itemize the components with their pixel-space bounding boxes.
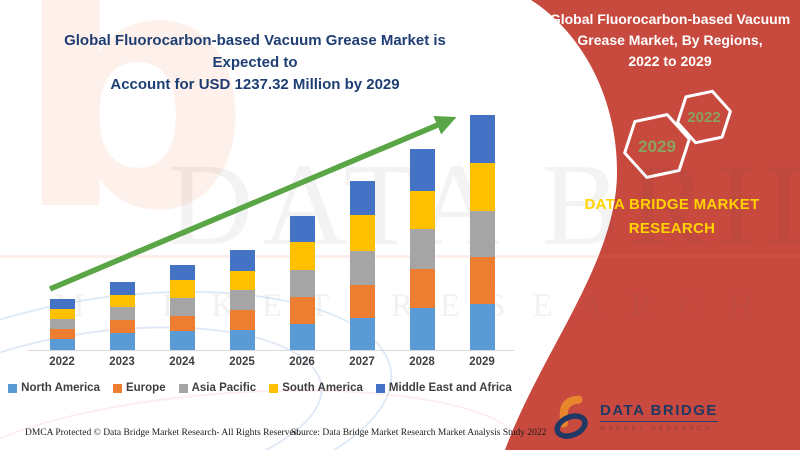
legend-item-south-america: South America [269,382,363,394]
bar-segment-2027-europe [349,284,375,319]
legend-item-middle-east-and-africa: Middle East and Africa [375,382,512,394]
legend-item-europe: Europe [112,382,166,394]
bar-segment-2023-north-america [109,332,135,350]
x-axis-line [28,350,514,351]
x-tick-2025: 2025 [229,356,255,368]
x-tick-2029: 2029 [469,356,495,368]
bar-segment-2029-south-america [469,162,495,211]
bar-2026 [289,215,315,350]
logo-text-block: DATA BRIDGE MARKET RESEARCH [600,402,718,432]
panel-title: Global Fluorocarbon-based Vacuum Grease … [545,9,795,72]
bar-2024 [169,265,195,350]
x-tick-2023: 2023 [109,356,135,368]
bar-segment-2023-south-america [109,294,135,308]
logo-name: DATA BRIDGE [600,402,718,422]
bar-segment-2024-middle-east-and-africa [169,265,195,281]
bar-segment-2027-north-america [349,318,375,350]
brand-caption: DATA BRIDGE MARKET RESEARCH [584,196,760,237]
bar-segment-2026-asia-pacific [289,269,315,297]
bar-segment-2025-europe [229,309,255,331]
logo-tagline: MARKET RESEARCH [600,425,713,432]
bar-2029 [469,115,495,350]
bar-segment-2023-asia-pacific [109,307,135,320]
bar-segment-2028-north-america [409,308,435,350]
bar-segment-2026-south-america [289,242,315,270]
footer-source-text: Source: Data Bridge Market Research Mark… [291,428,547,438]
legend-item-north-america: North America [8,382,100,394]
bar-segment-2023-europe [109,319,135,333]
red-panel-shape [505,0,800,450]
bar-segment-2023-middle-east-and-africa [109,282,135,295]
bar-segment-2029-north-america [469,304,495,350]
bar-2027 [349,180,375,350]
legend-label-north-america: North America [21,382,100,394]
bar-segment-2029-middle-east-and-africa [469,115,495,163]
x-tick-2027: 2027 [349,356,375,368]
x-tick-2024: 2024 [169,356,195,368]
data-bridge-logo-icon [554,395,588,439]
bar-segment-2025-north-america [229,330,255,350]
bar-segment-2022-middle-east-and-africa [49,298,75,309]
legend-label-south-america: South America [282,382,363,394]
bar-segment-2027-middle-east-and-africa [349,180,375,216]
bar-segment-2028-asia-pacific [409,229,435,270]
legend-label-middle-east-and-africa: Middle East and Africa [388,382,512,394]
chart-title: Global Fluorocarbon-based Vacuum Grease … [30,30,480,95]
bar-segment-2024-south-america [169,280,195,298]
x-tick-2028: 2028 [409,356,435,368]
bar-segment-2022-europe [49,329,75,340]
bar-segment-2025-asia-pacific [229,290,255,310]
hexagon-2022-label: 2022 [687,109,721,126]
x-tick-2022: 2022 [49,356,75,368]
bar-segment-2026-europe [289,296,315,324]
bar-segment-2028-europe [409,269,435,309]
legend-label-asia-pacific: Asia Pacific [191,382,257,394]
bar-plot: 2022 2023 2024 2025 2026 2027 2028 2029 [28,115,514,368]
bar-segment-2022-south-america [49,308,75,320]
bar-segment-2026-middle-east-and-africa [289,215,315,243]
legend-label-europe: Europe [125,382,166,394]
chart-legend: North America Europe Asia Pacific South Ame… [0,382,520,394]
hexagon-2029 [623,113,691,179]
bar-segment-2024-north-america [169,330,195,350]
bar-2028 [409,148,435,350]
brand-logo: DATA BRIDGE MARKET RESEARCH [552,395,718,439]
bar-segment-2027-asia-pacific [349,251,375,285]
bar-2025 [229,249,255,350]
bar-segment-2022-north-america [49,339,75,350]
bar-segment-2029-europe [469,257,495,305]
bar-segment-2028-south-america [409,190,435,229]
bar-segment-2024-europe [169,315,195,331]
bar-2022 [49,298,75,350]
chart-title-line1: Global Fluorocarbon-based Vacuum Grease … [64,32,446,71]
bar-segment-2027-south-america [349,215,375,252]
panel-title-line1: Global Fluorocarbon-based Vacuum [549,11,791,27]
bar-segment-2025-middle-east-and-africa [229,249,255,271]
bar-segment-2025-south-america [229,270,255,291]
legend-swatch-middle-east-and-africa [375,383,385,393]
legend-swatch-north-america [8,383,18,393]
bar-segment-2026-north-america [289,323,315,350]
footer-dmca-text: DMCA Protected © Data Bridge Market Rese… [25,428,301,438]
hexagon-2022 [676,89,732,145]
bar-segment-2029-asia-pacific [469,210,495,258]
panel-title-line3: 2022 to 2029 [628,53,712,69]
panel-title-line2: Grease Market, By Regions, [577,32,763,48]
legend-swatch-asia-pacific [178,383,188,393]
bar-segment-2028-middle-east-and-africa [409,148,435,191]
bar-segment-2024-asia-pacific [169,297,195,316]
x-tick-2026: 2026 [289,356,315,368]
bar-2023 [109,282,135,350]
legend-item-asia-pacific: Asia Pacific [178,382,257,394]
bar-segment-2022-asia-pacific [49,319,75,330]
legend-swatch-europe [112,383,122,393]
hexagon-2029-label: 2029 [638,137,676,156]
legend-swatch-south-america [269,383,279,393]
chart-title-line2: Account for USD 1237.32 Million by 2029 [110,75,400,93]
